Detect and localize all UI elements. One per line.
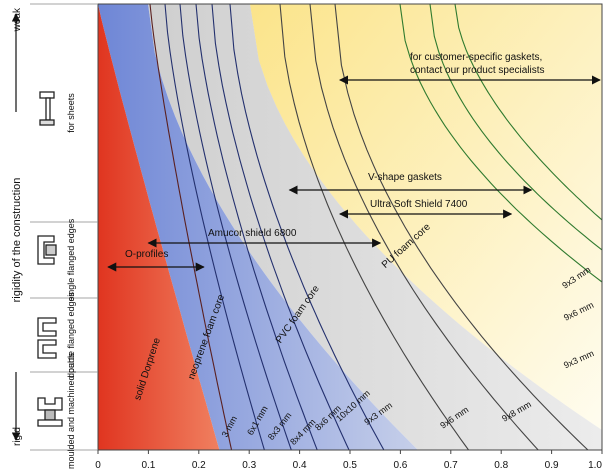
x-tick-label: 0.8: [494, 460, 508, 471]
x-tick-label: 0.3: [242, 460, 256, 471]
x-tick-label: 0.9: [545, 460, 559, 471]
region-solid-dorprene: [98, 4, 220, 450]
x-tick-label: 0.4: [293, 460, 307, 471]
category-band: [30, 3, 98, 451]
x-tick-label: 0.2: [192, 460, 206, 471]
y-axis-bottom-label: rigid: [12, 427, 23, 446]
category-label-moulded: moulded and machined parts: [66, 352, 76, 469]
single-flanged-profile-icon: [37, 235, 57, 265]
blue-curve: [179, 4, 292, 450]
x-tick-label: 1.0: [588, 460, 602, 471]
grey-curve: [309, 4, 539, 450]
grey-curve: [279, 4, 470, 450]
blue-curve: [195, 4, 318, 450]
y-axis-top-label: weak: [12, 7, 23, 32]
category-label-single-flanged: single flanged edges: [66, 218, 76, 301]
moulded-part-icon: [37, 397, 63, 427]
grey-curve: [334, 4, 589, 450]
x-tick-label: 0.5: [343, 460, 357, 471]
red-curve: [149, 4, 233, 450]
region-pvc-foam: [148, 4, 602, 450]
blue-curve: [211, 4, 350, 450]
double-flanged-profile-icon: [37, 317, 57, 359]
blue-curve: [229, 4, 385, 450]
x-tick-label: 0.7: [444, 460, 458, 471]
sheet-profile-icon: [39, 91, 55, 126]
blue-curve: [164, 4, 265, 450]
y-axis-title: rigidity of the construction: [11, 178, 23, 303]
region-pu-foam: [250, 4, 602, 450]
x-tick-label: 0.6: [393, 460, 407, 471]
category-label-double-flanged: double flanged edges: [66, 291, 76, 378]
range-label-amucor: Amucor shield 6800: [208, 228, 297, 239]
x-tick-label: 0.1: [141, 460, 155, 471]
range-label-ultra-soft: Ultra Soft Shield 7400: [370, 199, 468, 210]
range-label-v-shape: V-shape gaskets: [368, 172, 442, 183]
range-label-customer-2: contact our product specialists: [410, 65, 545, 76]
green-curve: [429, 4, 602, 251]
region-neoprene-foam: [98, 4, 418, 450]
category-label-sheets: for sheets: [66, 93, 76, 133]
x-tick-label: 0: [95, 460, 101, 471]
range-label-customer: for customer-specific gaskets,: [410, 52, 542, 63]
range-label-o-profiles: O-profiles: [125, 249, 168, 260]
